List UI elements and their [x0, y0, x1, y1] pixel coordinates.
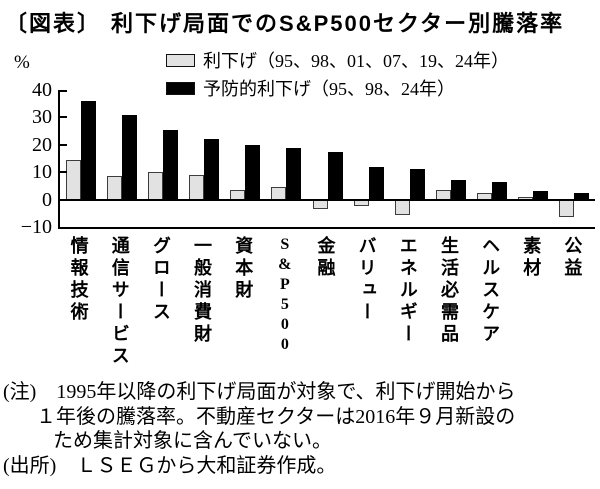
bar-rate-cut: [65, 159, 81, 200]
y-axis-tick: [60, 143, 67, 146]
legend-label-rate-cut: 利下げ（95、98、01、07、19、24年）: [203, 51, 509, 71]
category-axis: 情報技術 通信サービス グロース 一般消費財 資本財 S&P500 金融 バリュー エネルギー生…: [0, 236, 600, 378]
category-label: 通信サービス: [109, 236, 130, 368]
bar-preemptive-rate-cut: [492, 181, 508, 200]
y-axis-tick: [60, 171, 67, 174]
figure-tag: 〔図表〕: [5, 11, 102, 36]
category-label: エネルギー: [397, 236, 418, 346]
legend: 利下げ（95、98、01、07、19、24年） 予防的利下げ（95、98、24年…: [166, 46, 509, 102]
y-tick-label: 20: [32, 133, 52, 156]
bar-rate-cut: [559, 199, 575, 218]
bar-preemptive-rate-cut: [80, 100, 96, 200]
chart-header: 〔図表〕 利下げ局面でのS&P500セクター別騰落率: [5, 6, 564, 38]
y-tick-label: 10: [32, 161, 52, 184]
category-label: ヘルスケア: [480, 236, 501, 346]
chart-title: 利下げ局面でのS&P500セクター別騰落率: [111, 11, 565, 36]
bar-rate-cut: [394, 199, 410, 215]
bar-preemptive-rate-cut: [245, 144, 261, 200]
y-tick-label: 0: [42, 188, 52, 211]
category-label: 素材: [521, 236, 542, 280]
y-tick-label: 40: [32, 79, 52, 101]
source-line: (出所) ＬＳＥＧから大和証券作成。: [3, 454, 337, 477]
plot-area: [58, 90, 595, 229]
bar-preemptive-rate-cut: [368, 166, 384, 200]
category-label: 生活必需品: [438, 236, 459, 346]
legend-item-rate-cut: 利下げ（95、98、01、07、19、24年）: [166, 46, 509, 74]
legend-item-preemptive-rate-cut: 予防的利下げ（95、98、24年）: [166, 74, 509, 102]
bar-rate-cut: [312, 199, 328, 210]
bar-preemptive-rate-cut: [409, 169, 425, 200]
note-line: (注) 1995年以降の利下げ局面が対象で、利下げ開始から: [3, 381, 516, 403]
y-axis: 40 30 20 10 0 −10: [0, 79, 52, 238]
bar-rate-cut: [147, 172, 163, 200]
note-line: １年後の騰落率。不動産セクターは2016年９月新設の: [36, 405, 516, 428]
bar-rate-cut: [106, 176, 122, 200]
y-axis-unit-label: %: [14, 52, 30, 73]
bar-rate-cut: [353, 199, 369, 207]
zero-baseline: [60, 198, 595, 201]
category-label: S&P500: [276, 236, 294, 356]
bar-preemptive-rate-cut: [162, 129, 178, 200]
y-axis-tick: [60, 90, 67, 92]
category-label: 金融: [315, 236, 336, 280]
bar-preemptive-rate-cut: [533, 191, 549, 200]
y-tick-label: −10: [20, 216, 52, 238]
y-axis-tick: [60, 116, 67, 119]
category-label: 公益: [562, 236, 583, 280]
y-tick-label: 30: [32, 106, 52, 129]
category-label: 資本財: [233, 236, 254, 302]
note-line: ため集計対象に含んでいない。: [53, 430, 332, 452]
bar-rate-cut: [189, 174, 205, 200]
category-label: バリュー: [356, 236, 377, 324]
legend-swatch-rate-cut: [166, 53, 195, 67]
category-label: 情報技術: [68, 236, 89, 324]
category-label: 一般消費財: [192, 236, 213, 346]
bar-preemptive-rate-cut: [121, 114, 137, 200]
bar-preemptive-rate-cut: [574, 192, 590, 200]
legend-label-preemptive-rate-cut: 予防的利下げ（95、98、24年）: [203, 79, 455, 99]
bar-preemptive-rate-cut: [450, 180, 466, 200]
notes: (注) 1995年以降の利下げ局面が対象で、利下げ開始から １年後の騰落率。不動…: [3, 380, 516, 478]
bar-preemptive-rate-cut: [204, 139, 220, 200]
bar-preemptive-rate-cut: [286, 147, 302, 200]
category-label: グロース: [150, 236, 171, 324]
bar-preemptive-rate-cut: [327, 151, 343, 200]
legend-swatch-preemptive-rate-cut: [166, 81, 195, 95]
